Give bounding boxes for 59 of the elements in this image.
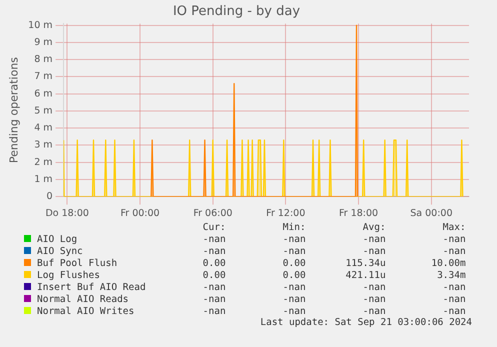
text: 3.34m — [436, 270, 466, 282]
x-tick-label: Fr 00:00 — [120, 208, 160, 219]
legend-label: Insert Buf AIO Read — [36, 282, 146, 294]
text: Min: — [282, 222, 306, 234]
y-axis-title: Pending operations — [7, 56, 20, 164]
text: -nan — [282, 282, 306, 294]
text: -nan — [202, 282, 226, 294]
text: 0.00 — [282, 258, 306, 270]
y-tick-label: 5 m — [34, 105, 53, 116]
y-tick-label: 7 m — [34, 71, 53, 82]
text: 0.00 — [202, 270, 226, 282]
text: 10.00m — [430, 258, 466, 270]
x-tick-label: Fr 06:00 — [193, 208, 232, 219]
y-tick-label: 0 — [46, 191, 53, 202]
x-tick-label: Fr 18:00 — [338, 208, 378, 219]
y-tick-label: 4 m — [34, 122, 53, 134]
text: -nan — [362, 282, 386, 294]
y-tick-label: 8 m — [34, 54, 53, 66]
x-tick-label: Sa 00:00 — [410, 208, 452, 219]
text: Avg: — [362, 222, 386, 234]
y-tick-label: 2 m — [34, 156, 53, 168]
text: -nan — [442, 306, 466, 318]
legend-label: Buf Pool Flush — [36, 258, 118, 270]
legend-label: AIO Log — [36, 234, 78, 246]
y-tick-label: 1 m — [34, 174, 53, 185]
text: -nan — [362, 246, 386, 258]
legend-label: Normal AIO Writes — [36, 306, 136, 318]
text: Cur: — [202, 222, 226, 234]
text: Max: — [442, 222, 466, 234]
text: -nan — [282, 306, 306, 318]
legend-label: Log Flushes — [36, 270, 101, 282]
text: -nan — [442, 282, 466, 294]
y-tick-label: 9 m — [34, 36, 53, 48]
y-tick-label: 3 m — [34, 140, 53, 151]
text: -nan — [442, 246, 466, 258]
y-tick-label: 6 m — [34, 88, 53, 100]
legend-label: AIO Sync — [36, 246, 84, 258]
text: -nan — [202, 246, 226, 258]
x-tick-label: Do 18:00 — [45, 208, 89, 219]
legend-label: Normal AIO Reads — [36, 294, 130, 306]
text: -nan — [202, 234, 226, 246]
text: -nan — [282, 234, 306, 246]
text: -nan — [442, 294, 466, 306]
text: -nan — [282, 246, 306, 258]
text: -nan — [362, 234, 386, 246]
y-tick-label: 10 m — [28, 20, 53, 31]
text: -nan — [282, 294, 306, 306]
text: -nan — [362, 306, 386, 318]
x-tick-label: Fr 12:00 — [266, 208, 306, 219]
text: 421.11u — [344, 270, 386, 282]
text: 0.00 — [282, 270, 306, 282]
text: 0.00 — [202, 258, 226, 270]
text: -nan — [442, 234, 466, 246]
text: -nan — [202, 306, 226, 318]
text: 115.34u — [344, 258, 386, 270]
text: -nan — [362, 294, 386, 306]
text: -nan — [202, 294, 226, 306]
chart-title: IO Pending - by day — [172, 4, 300, 20]
text: Last update: Sat Sep 21 03:00:06 2024 — [260, 317, 472, 328]
